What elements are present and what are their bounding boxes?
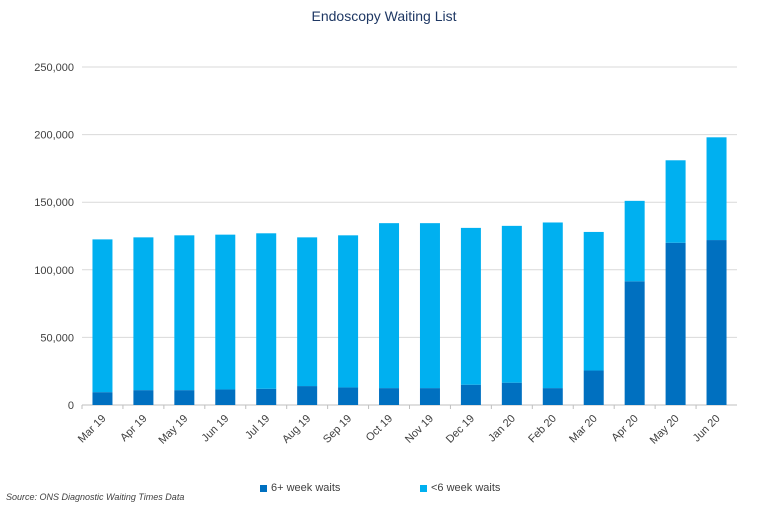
bar-6plus-week [624, 281, 645, 405]
x-tick-label: Nov 19 [403, 413, 436, 446]
bar-under-6-week [338, 235, 359, 388]
bar-under-6-week [665, 160, 686, 243]
bar-6plus-week [460, 384, 481, 405]
bar-6plus-week [542, 388, 563, 405]
bar-under-6-week [92, 239, 113, 393]
bar-under-6-week [215, 234, 236, 390]
bar-6plus-week [174, 390, 195, 405]
bar-under-6-week [174, 235, 195, 391]
bar-6plus-week [133, 390, 154, 405]
bar-6plus-week [706, 240, 727, 405]
x-tick-label: May 19 [156, 413, 190, 447]
bar-6plus-week [379, 388, 400, 405]
legend-item-under6: <6 week waits [420, 482, 500, 494]
bar-6plus-week [583, 370, 604, 405]
bar-6plus-week [256, 388, 277, 405]
x-tick-label: Mar 19 [76, 413, 109, 446]
legend-swatch-under6 [420, 484, 427, 492]
bar-under-6-week [624, 200, 645, 282]
bar-6plus-week [215, 389, 236, 405]
bar-under-6-week [297, 237, 318, 387]
bar-6plus-week [665, 242, 686, 405]
bar-under-6-week [583, 231, 604, 371]
legend-item-6plus: 6+ week waits [260, 482, 340, 494]
y-tick-label: 200,000 [34, 130, 74, 142]
bar-under-6-week [501, 225, 522, 383]
y-tick-label: 250,000 [34, 62, 74, 74]
y-tick-label: 50,000 [40, 332, 74, 344]
x-tick-label: Oct 19 [364, 413, 395, 444]
x-tick-label: Jul 19 [243, 413, 272, 442]
x-tick-label: Jun 20 [691, 413, 723, 445]
source-note: Source: ONS Diagnostic Waiting Times Dat… [6, 492, 185, 502]
bar-6plus-week [297, 386, 318, 405]
bar-under-6-week [460, 227, 481, 385]
bar-6plus-week [501, 382, 522, 405]
x-tick-label: Dec 19 [444, 413, 477, 446]
y-tick-label: 150,000 [34, 197, 74, 209]
legend-label-under6: <6 week waits [431, 482, 501, 494]
x-tick-label: Sep 19 [321, 413, 354, 446]
legend-label-6plus: 6+ week waits [271, 482, 341, 494]
bar-6plus-week [419, 388, 440, 405]
y-tick-label: 0 [68, 400, 74, 412]
x-tick-label: Jun 19 [200, 413, 232, 445]
x-tick-label: Aug 19 [280, 413, 313, 446]
bar-6plus-week [338, 387, 359, 405]
x-tick-label: Feb 20 [526, 413, 559, 446]
chart-title: Endoscopy Waiting List [311, 8, 457, 24]
bar-under-6-week [542, 222, 563, 389]
bar-under-6-week [419, 223, 440, 389]
bar-under-6-week [133, 237, 154, 391]
x-tick-label: Jan 20 [486, 413, 518, 445]
bar-under-6-week [706, 137, 727, 241]
x-tick-label: May 20 [648, 413, 682, 447]
legend-swatch-6plus [260, 484, 267, 492]
y-tick-label: 100,000 [34, 265, 74, 277]
bar-under-6-week [256, 233, 277, 389]
x-tick-label: Mar 20 [567, 413, 600, 446]
bar-6plus-week [92, 392, 113, 405]
x-tick-label: Apr 20 [609, 413, 640, 444]
bar-under-6-week [379, 223, 400, 389]
x-tick-label: Apr 19 [118, 413, 149, 444]
